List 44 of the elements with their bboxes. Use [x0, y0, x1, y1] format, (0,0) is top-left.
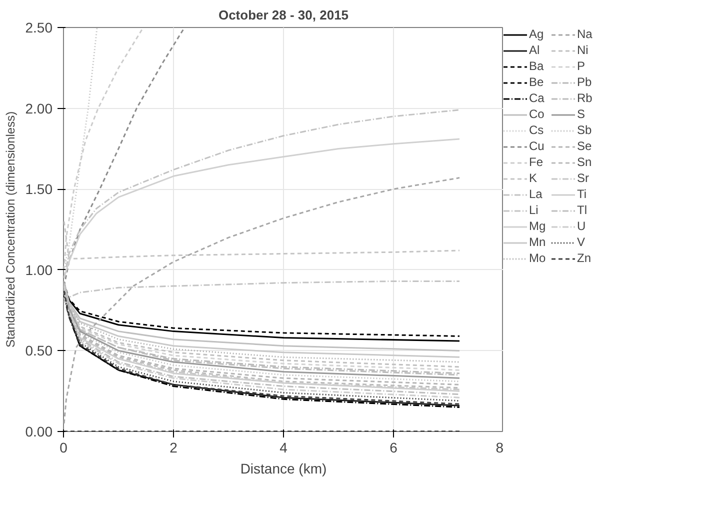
y-tick-label: 2.00: [25, 100, 53, 116]
legend-label: La: [529, 187, 544, 201]
x-tick-label: 6: [390, 440, 398, 456]
legend-label: Zn: [577, 251, 592, 265]
legend-label: Pb: [577, 75, 593, 89]
legend-label: Ni: [577, 43, 590, 57]
legend-label: Cs: [529, 123, 545, 137]
legend-label: V: [577, 235, 586, 249]
legend-label: U: [577, 219, 587, 233]
legend-label: Ca: [529, 91, 546, 105]
y-tick-label: 2.50: [25, 20, 53, 36]
legend-label: Se: [577, 139, 593, 153]
legend-label: Ag: [529, 27, 545, 41]
legend-label: Fe: [529, 155, 544, 169]
legend-label: Mg: [529, 219, 547, 233]
legend-label: Na: [577, 27, 594, 41]
legend-label: Al: [529, 43, 541, 57]
y-tick-label: 0.00: [25, 424, 53, 440]
legend-label: Sn: [577, 155, 593, 169]
y-tick-label: 1.50: [25, 181, 53, 198]
legend-label: Be: [529, 75, 545, 89]
legend-label: P: [577, 59, 586, 73]
x-tick-label: 2: [170, 440, 178, 456]
legend-label: Ba: [529, 59, 545, 73]
legend-label: Sb: [577, 123, 593, 137]
y-tick-label: 1.00: [25, 262, 53, 278]
y-axis-title: Standardized Concentration (dimensionless): [3, 111, 18, 348]
legend-label: Co: [529, 107, 546, 121]
legend-label: Sr: [577, 171, 590, 185]
chart-title: October 28 - 30, 2015: [218, 8, 349, 22]
legend-label: Ti: [577, 187, 588, 201]
legend-label: Li: [529, 203, 540, 217]
legend-label: Mn: [529, 235, 547, 249]
x-axis-title: Distance (km): [240, 460, 327, 476]
x-tick-label: 8: [496, 440, 504, 456]
legend-label: Cu: [529, 139, 546, 153]
x-tick-label: 0: [60, 440, 68, 456]
legend-label: K: [529, 171, 538, 185]
legend-label: Rb: [577, 91, 594, 105]
legend-label: S: [577, 107, 586, 121]
x-tick-label: 4: [280, 440, 288, 456]
legend-label: Mo: [529, 251, 547, 265]
y-tick-label: 0.50: [25, 342, 53, 359]
legend-label: Tl: [577, 203, 588, 217]
